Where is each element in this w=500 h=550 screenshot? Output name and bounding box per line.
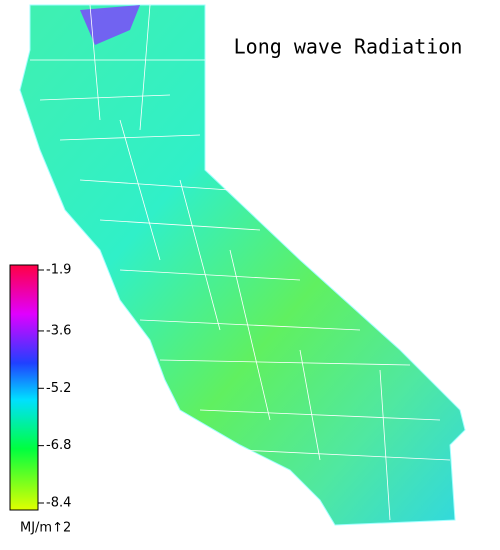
tick-label: -6.8 (46, 438, 71, 453)
state-shape (19, 4, 466, 526)
colorbar-unit: MJ/m↑2 (20, 521, 71, 536)
high-region (80, 5, 140, 45)
tick-label: -1.9 (46, 263, 71, 278)
map-title: Long wave Radiation (234, 35, 463, 59)
california-map (19, 4, 466, 526)
tick-label: -3.6 (46, 323, 71, 338)
colorbar-ticks: -1.9 -3.6 -5.2 -6.8 -8.4 (38, 263, 71, 511)
colorbar (9, 264, 39, 511)
tick-label: -8.4 (46, 496, 71, 511)
county-lines (30, 4, 451, 521)
tick-label: -5.2 (46, 381, 71, 396)
